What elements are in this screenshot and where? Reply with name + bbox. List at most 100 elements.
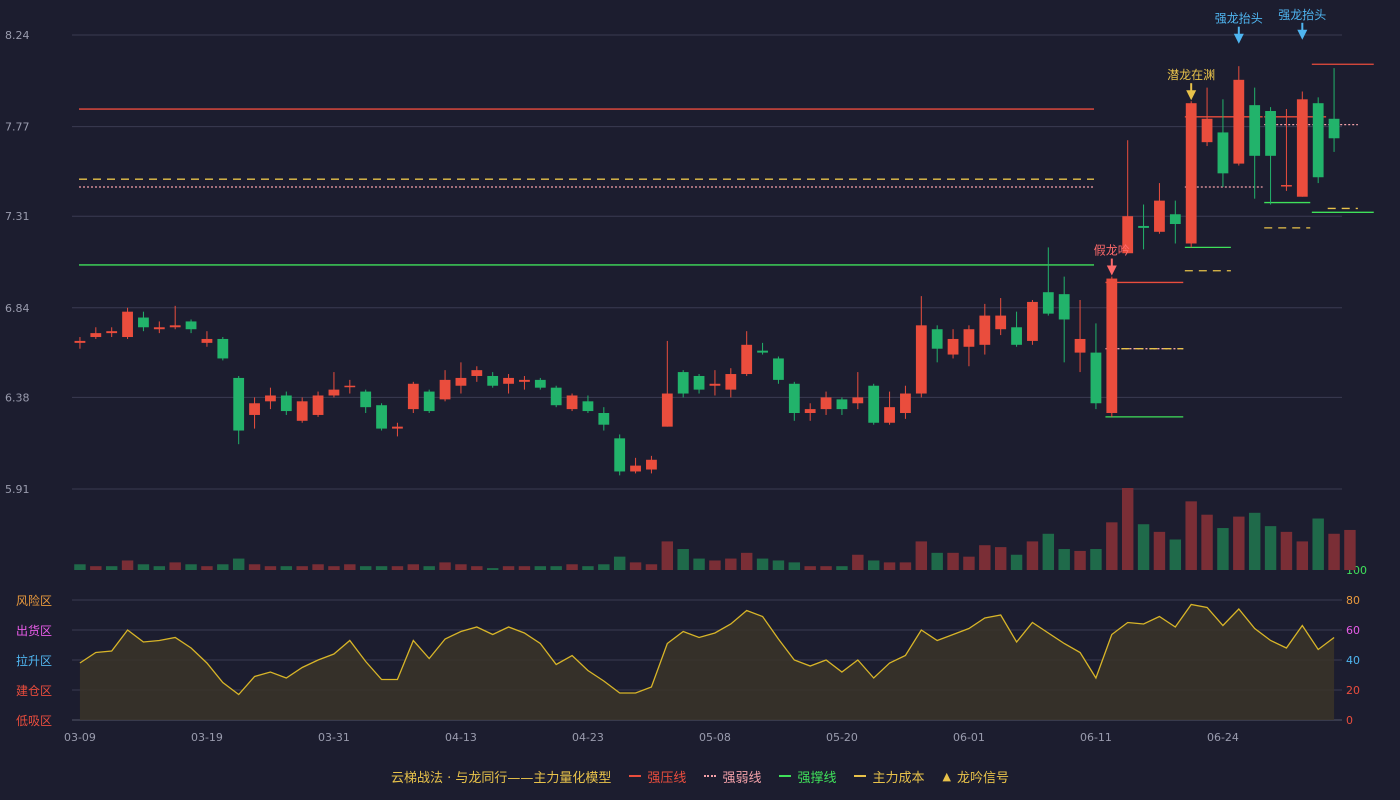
candle-body [947, 338, 959, 355]
volume-bar [1137, 524, 1150, 570]
candle-body [804, 409, 816, 414]
signal-arrow-icon [1106, 265, 1117, 276]
volume-bar [867, 560, 880, 570]
signal-arrow-icon [1233, 33, 1244, 44]
candle-body [249, 403, 260, 415]
candle-body [280, 395, 292, 412]
volume-bar [740, 552, 753, 570]
volume-bar [1090, 549, 1102, 570]
candle-body [328, 389, 340, 396]
volume-bar [423, 566, 435, 570]
candle-body [423, 391, 435, 412]
line-icon [854, 775, 867, 777]
volume-bar [1312, 518, 1324, 570]
volume-bar [1217, 528, 1229, 570]
volume-bar [994, 547, 1007, 570]
candle-body [963, 329, 975, 347]
volume-bar [486, 568, 499, 570]
candle-body [265, 395, 276, 402]
legend-item-main-cost: 主力成本 [854, 767, 924, 786]
volume-bar [1280, 531, 1293, 570]
volume-bar [1248, 512, 1261, 570]
osc-tick-label: 20 [1346, 684, 1360, 697]
volume-bar [550, 566, 562, 570]
volume-bar [788, 562, 801, 570]
candle-body [233, 377, 245, 431]
signal-label: 强龙抬头 [1215, 12, 1263, 26]
candle-body [407, 383, 419, 410]
price-tick-label: 6.38 [5, 391, 30, 404]
candle-body [169, 325, 181, 328]
candle-body [185, 321, 197, 330]
volume-bar [820, 566, 832, 570]
legend-label: 强压线 [647, 770, 687, 786]
zone-label: 拉升区 [16, 653, 52, 668]
candle-body [741, 344, 753, 375]
volume-bar [455, 564, 467, 570]
candle-body [900, 393, 911, 414]
volume-bar [1185, 501, 1197, 570]
candle-body [376, 405, 387, 429]
volume-bar [502, 566, 515, 570]
volume-bar [629, 562, 642, 570]
volume-bar [1026, 541, 1039, 570]
osc-tick-label: 40 [1346, 654, 1360, 667]
candle-body [931, 329, 943, 349]
line-icon [629, 775, 642, 777]
volume-bar [677, 549, 689, 570]
candle-body [1042, 292, 1054, 314]
volume-bar [201, 566, 213, 570]
volume-bar [899, 562, 912, 570]
candle-body [519, 379, 530, 382]
zone-label: 低吸区 [16, 714, 52, 728]
volume-bar [1344, 529, 1356, 570]
candle-body [868, 385, 880, 423]
candle-body [1138, 225, 1149, 228]
candle-body [503, 377, 514, 384]
volume-bar [915, 541, 928, 570]
volume-bar [534, 566, 547, 570]
candle-body [471, 370, 483, 376]
x-tick-label: 06-01 [953, 731, 985, 744]
volume-bar [217, 564, 229, 570]
volume-bar [1328, 533, 1340, 570]
candle-body [201, 338, 213, 343]
legend-item-strong-pressure: 强压线 [629, 767, 686, 786]
candle-body [1201, 118, 1213, 143]
x-tick-label: 06-24 [1207, 731, 1239, 744]
candle-body [1217, 132, 1229, 174]
candle-body [1058, 294, 1070, 320]
x-tick-label: 05-20 [826, 731, 858, 744]
candle-body [979, 315, 991, 345]
price-tick-label: 5.91 [5, 483, 30, 496]
volume-bar [931, 552, 943, 570]
volume-bar [756, 558, 769, 570]
candle-body [487, 375, 499, 386]
candle-body [344, 385, 356, 388]
volume-bar [725, 558, 737, 570]
triangle-icon: ▲ [942, 769, 951, 783]
volume-bar [518, 566, 531, 570]
volume-bar [328, 566, 340, 570]
candle-body [1154, 200, 1165, 232]
volume-bar [804, 566, 816, 570]
signal-label: 假龙吟 [1094, 243, 1130, 258]
candle-body [1281, 185, 1292, 187]
volume-bar [1106, 522, 1118, 570]
candle-body [995, 315, 1007, 330]
volume-bar [963, 556, 975, 570]
candle-body [217, 338, 229, 359]
volume-bar [1042, 533, 1055, 570]
candle-body [725, 374, 737, 390]
volume-bar [312, 564, 324, 570]
volume-bar [947, 552, 959, 570]
candle-body [630, 465, 641, 472]
candle-body [646, 459, 657, 470]
oscillator-line [79, 603, 1335, 696]
legend-title: 云梯战法 · 与龙同行——主力量化模型 [391, 770, 612, 786]
volume-bar [645, 564, 658, 570]
candle-body [1074, 338, 1086, 353]
volume-bar [185, 564, 197, 570]
candle-body [1328, 118, 1340, 139]
